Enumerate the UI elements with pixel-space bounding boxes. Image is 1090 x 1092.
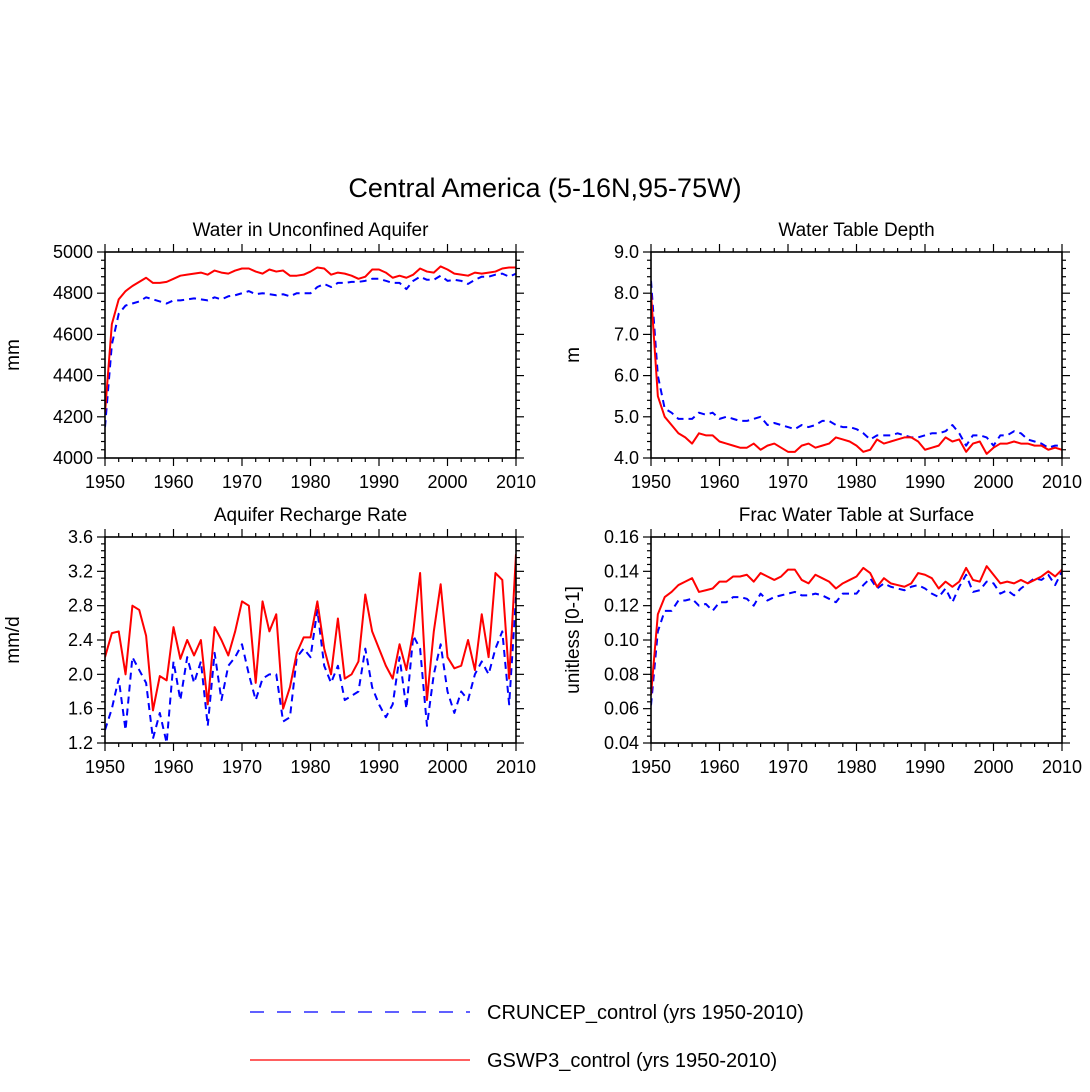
x-tick-label: 1950 bbox=[631, 757, 671, 777]
x-tick-label: 1960 bbox=[153, 472, 193, 492]
y-tick-label: 0.06 bbox=[604, 699, 639, 719]
y-axis-label: m bbox=[563, 347, 584, 363]
x-tick-label: 1960 bbox=[699, 472, 739, 492]
figure-title: Central America (5-16N,95-75W) bbox=[348, 173, 741, 203]
panel-2: 1950 1960 1970 1980 1990 2000 2010 4.0 5.0 6.0 7.0… bbox=[563, 220, 1082, 492]
panel-1: 1950 1960 1970 1980 1990 2000 2010 4000 4200 4400… bbox=[3, 220, 536, 492]
y-tick-label: 5.0 bbox=[614, 407, 639, 427]
x-tick-label: 1950 bbox=[631, 472, 671, 492]
tick-marks bbox=[643, 529, 1070, 751]
series-line-gswp3-control bbox=[105, 554, 516, 712]
panel-title: Water Table Depth bbox=[778, 220, 934, 241]
x-tick-label: 1960 bbox=[153, 757, 193, 777]
y-tick-label: 4200 bbox=[53, 407, 93, 427]
x-tick-label: 2010 bbox=[496, 472, 536, 492]
y-tick-label: 0.14 bbox=[604, 561, 639, 581]
series-line-gswp3-control bbox=[105, 265, 516, 413]
y-tick-label: 0.16 bbox=[604, 527, 639, 547]
y-tick-label: 3.2 bbox=[68, 561, 93, 581]
y-tick-label: 0.08 bbox=[604, 664, 639, 684]
x-tick-label: 1980 bbox=[290, 472, 330, 492]
y-tick-label: 4400 bbox=[53, 366, 93, 386]
x-tick-label: 1990 bbox=[905, 472, 945, 492]
panels: 1950 1960 1970 1980 1990 2000 2010 4000 4200 4400… bbox=[3, 220, 1082, 777]
x-tick-label: 1990 bbox=[359, 757, 399, 777]
x-tick-label: 1980 bbox=[836, 757, 876, 777]
x-tick-label: 2010 bbox=[1042, 472, 1082, 492]
y-tick-label: 2.4 bbox=[68, 630, 93, 650]
x-tick-label: 1970 bbox=[768, 472, 808, 492]
y-tick-label: 8.0 bbox=[614, 283, 639, 303]
x-tick-label: 1970 bbox=[768, 757, 808, 777]
series-line-cruncep-control bbox=[105, 597, 516, 743]
y-tick-label: 5000 bbox=[53, 242, 93, 262]
series-line-cruncep-control bbox=[105, 272, 516, 428]
y-tick-label: 2.0 bbox=[68, 664, 93, 684]
x-tick-label: 2000 bbox=[973, 472, 1013, 492]
x-tick-label: 1960 bbox=[699, 757, 739, 777]
x-tick-label: 1980 bbox=[836, 472, 876, 492]
x-tick-label: 1990 bbox=[359, 472, 399, 492]
x-tick-label: 2000 bbox=[427, 472, 467, 492]
panel-title: Aquifer Recharge Rate bbox=[214, 505, 407, 526]
y-tick-label: 2.8 bbox=[68, 596, 93, 616]
y-tick-label: 4000 bbox=[53, 448, 93, 468]
panel-title: Water in Unconfined Aquifer bbox=[193, 220, 430, 241]
y-tick-label: 4.0 bbox=[614, 448, 639, 468]
panel-title: Frac Water Table at Surface bbox=[739, 505, 975, 526]
panel-3: 1950 1960 1970 1980 1990 2000 2010 1.2 1.6 2.0 2.4… bbox=[3, 505, 536, 777]
y-tick-label: 4800 bbox=[53, 283, 93, 303]
tick-marks bbox=[643, 244, 1070, 466]
y-tick-label: 0.04 bbox=[604, 733, 639, 753]
x-tick-label: 2010 bbox=[496, 757, 536, 777]
y-axis-label: mm bbox=[3, 339, 24, 371]
y-tick-label: 6.0 bbox=[614, 366, 639, 386]
tick-marks bbox=[97, 529, 524, 751]
x-tick-label: 1980 bbox=[290, 757, 330, 777]
y-tick-label: 3.6 bbox=[68, 527, 93, 547]
series-line-cruncep-control bbox=[651, 280, 1062, 449]
y-tick-label: 1.2 bbox=[68, 733, 93, 753]
panel-4: 1950 1960 1970 1980 1990 2000 2010 0.04 0.06 0.08… bbox=[563, 505, 1082, 777]
y-tick-label: 1.6 bbox=[68, 699, 93, 719]
legend-label-gswp3: GSWP3_control (yrs 1950-2010) bbox=[487, 1050, 777, 1072]
legend: CRUNCEP_control (yrs 1950-2010) GSWP3_co… bbox=[250, 1002, 804, 1072]
x-tick-label: 1970 bbox=[222, 472, 262, 492]
x-tick-label: 1970 bbox=[222, 757, 262, 777]
x-tick-label: 1990 bbox=[905, 757, 945, 777]
series-line-cruncep-control bbox=[651, 570, 1062, 706]
legend-label-cruncep: CRUNCEP_control (yrs 1950-2010) bbox=[487, 1002, 804, 1024]
tick-marks bbox=[97, 244, 524, 466]
x-tick-label: 2000 bbox=[973, 757, 1013, 777]
y-tick-label: 9.0 bbox=[614, 242, 639, 262]
y-tick-label: 7.0 bbox=[614, 324, 639, 344]
x-tick-label: 2010 bbox=[1042, 757, 1082, 777]
y-axis-label: unitless [0-1] bbox=[563, 586, 584, 694]
x-tick-label: 1950 bbox=[85, 757, 125, 777]
y-tick-label: 0.10 bbox=[604, 630, 639, 650]
y-tick-label: 0.12 bbox=[604, 596, 639, 616]
series-line-gswp3-control bbox=[651, 565, 1062, 696]
x-tick-label: 1950 bbox=[85, 472, 125, 492]
y-tick-label: 4600 bbox=[53, 324, 93, 344]
x-tick-label: 2000 bbox=[427, 757, 467, 777]
series-line-gswp3-control bbox=[651, 293, 1062, 455]
y-axis-label: mm/d bbox=[3, 616, 24, 664]
